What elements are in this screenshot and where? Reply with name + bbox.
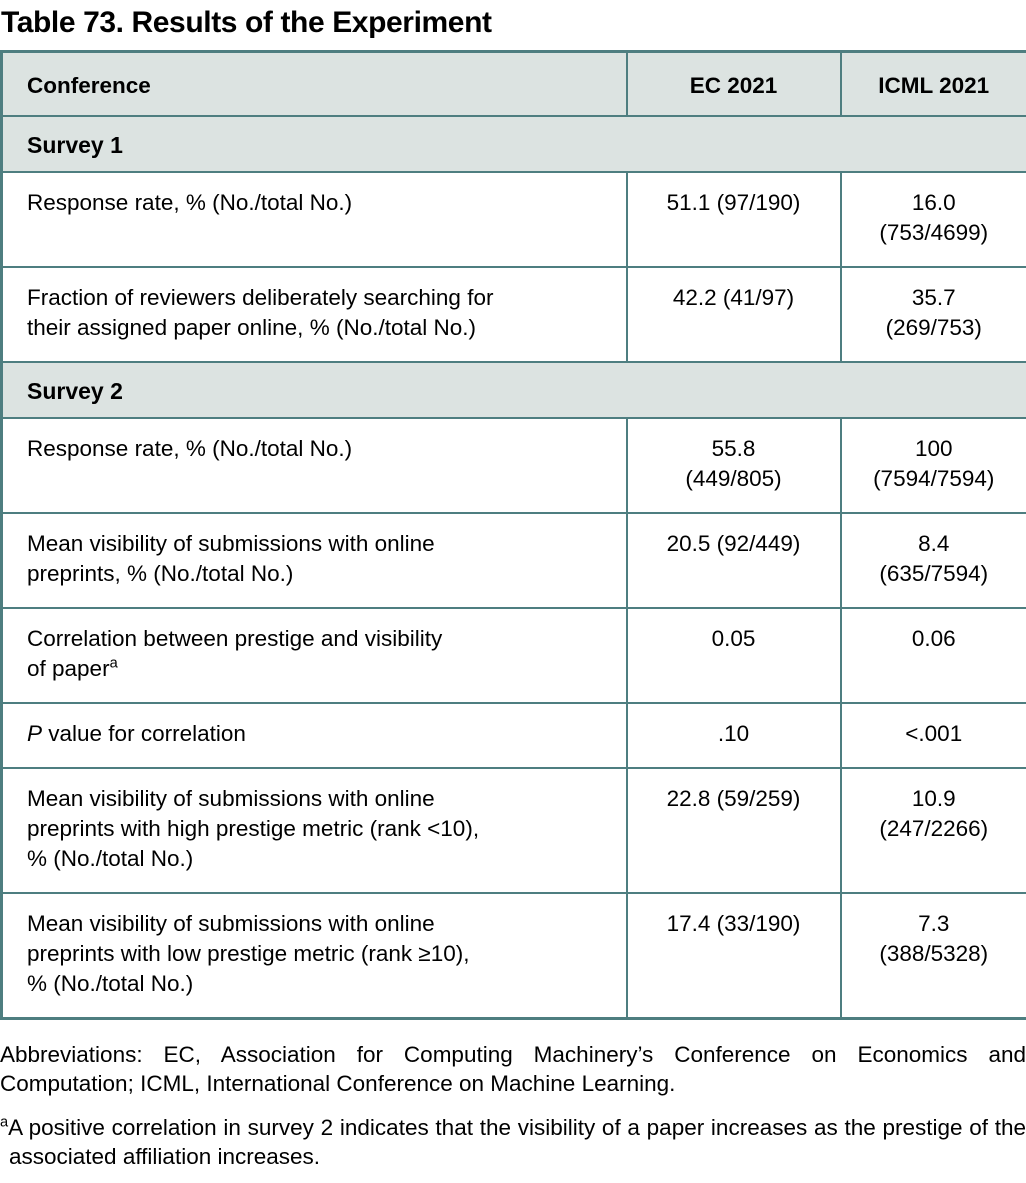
table-header-row: Conference EC 2021 ICML 2021: [0, 50, 1026, 117]
column-header-ec-2021: EC 2021: [625, 50, 842, 117]
results-table: Conference EC 2021 ICML 2021 Survey 1 Re…: [0, 50, 1026, 1020]
section-header-survey-1: Survey 1: [0, 114, 1026, 173]
section-label: Survey 1: [0, 114, 1026, 173]
footnote-marker-ref: a: [109, 655, 118, 671]
ec-value: 51.1 (97/190): [625, 170, 842, 268]
column-header-icml-2021: ICML 2021: [839, 50, 1026, 117]
row-label: Mean visibility of submissions with onli…: [0, 511, 628, 609]
icml-value: <.001: [839, 701, 1026, 769]
ec-value: 22.8 (59/259): [625, 766, 842, 894]
icml-value: 0.06: [839, 606, 1026, 704]
abbreviations-note: Abbreviations: EC, Association for Compu…: [0, 1041, 1026, 1096]
icml-value: 35.7 (269/753): [839, 265, 1026, 363]
ec-value: 55.8 (449/805): [625, 416, 842, 514]
table-row-fraction-searching: Fraction of reviewers deliberately searc…: [0, 265, 1026, 363]
ec-value: 0.05: [625, 606, 842, 704]
row-label: Response rate, % (No./total No.): [0, 416, 628, 514]
footnote-marker: a: [0, 1114, 9, 1130]
row-label: Mean visibility of submissions with onli…: [0, 766, 628, 894]
icml-value: 16.0 (753/4699): [839, 170, 1026, 268]
row-label: Correlation between prestige and visibil…: [0, 606, 628, 704]
row-label-italic: P: [27, 720, 43, 746]
ec-value: 42.2 (41/97): [625, 265, 842, 363]
page-title: Table 73. Results of the Experiment: [1, 6, 492, 39]
ec-value: 17.4 (33/190): [625, 891, 842, 1019]
row-label: Fraction of reviewers deliberately searc…: [0, 265, 628, 363]
table-row-low-prestige: Mean visibility of submissions with onli…: [0, 891, 1026, 1019]
footnote-text: A positive correlation in survey 2 indic…: [8, 1114, 1026, 1169]
table-row-response-rate-s2: Response rate, % (No./total No.) 55.8 (4…: [0, 416, 1026, 514]
section-header-survey-2: Survey 2: [0, 360, 1026, 419]
table-row-correlation: Correlation between prestige and visibil…: [0, 606, 1026, 704]
row-label: Response rate, % (No./total No.): [0, 170, 628, 268]
row-label: Mean visibility of submissions with onli…: [0, 891, 628, 1019]
column-header-conference: Conference: [0, 50, 628, 117]
icml-value: 8.4 (635/7594): [839, 511, 1026, 609]
footnote-a: aA positive correlation in survey 2 indi…: [0, 1113, 1026, 1171]
table-row-response-rate-s1: Response rate, % (No./total No.) 51.1 (9…: [0, 170, 1026, 268]
row-label-text: value for correlation: [42, 720, 246, 746]
row-label-text: Correlation between prestige and visibil…: [27, 625, 443, 681]
table-row-p-value: P value for correlation .10 <.001: [0, 701, 1026, 769]
ec-value: .10: [625, 701, 842, 769]
icml-value: 10.9 (247/2266): [839, 766, 1026, 894]
icml-value: 7.3 (388/5328): [839, 891, 1026, 1019]
table-row-high-prestige: Mean visibility of submissions with onli…: [0, 766, 1026, 894]
table-row-mean-visibility: Mean visibility of submissions with onli…: [0, 511, 1026, 609]
section-label: Survey 2: [0, 360, 1026, 419]
ec-value: 20.5 (92/449): [625, 511, 842, 609]
row-label: P value for correlation: [0, 701, 628, 769]
icml-value: 100 (7594/7594): [839, 416, 1026, 514]
